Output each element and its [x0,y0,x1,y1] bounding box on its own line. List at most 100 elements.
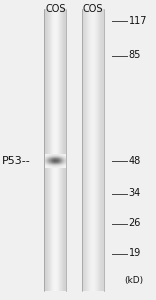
Bar [65,166,66,167]
Bar [60,161,61,162]
Bar [86,9,87,291]
Bar [52,166,53,167]
Bar [59,154,60,155]
Bar [64,160,65,161]
Bar [62,154,63,155]
Bar [48,164,49,165]
Bar [64,163,65,164]
Bar [57,154,58,155]
Bar [65,163,66,164]
Bar [54,155,55,156]
Bar [47,160,48,161]
Bar [57,162,58,163]
Bar [64,166,65,167]
Bar [87,9,88,291]
Bar [100,9,101,291]
Bar [63,160,64,161]
Bar [48,159,49,160]
Bar [46,159,47,160]
Bar [64,164,65,165]
Bar [94,9,95,291]
Bar [50,166,51,167]
Bar [54,160,55,161]
Bar [58,165,59,166]
Bar [65,162,66,163]
Bar [59,157,60,158]
Bar [46,160,47,161]
Bar [55,9,56,291]
Bar [56,154,57,155]
Bar [64,164,65,165]
Bar [48,161,49,162]
Bar [63,159,64,160]
Bar [103,9,104,291]
Bar [60,161,61,162]
Bar [50,163,51,164]
Bar [63,156,64,157]
Bar [62,155,63,156]
Bar [61,154,62,155]
Bar [57,157,58,158]
Bar [58,160,59,161]
Bar [46,163,47,164]
Bar [59,160,60,161]
Bar [61,165,62,166]
Bar [47,160,48,161]
Bar [82,9,83,291]
Bar [45,162,46,163]
Bar [56,166,57,167]
Bar [56,161,57,162]
Bar [58,156,59,157]
Bar [57,163,58,164]
Bar [56,163,57,164]
Bar [49,163,50,164]
Bar [62,161,63,162]
Bar [52,160,53,161]
Bar [51,159,52,160]
Bar [55,156,56,157]
Bar [51,155,52,156]
Bar [49,163,50,164]
Bar [49,154,50,155]
Bar [56,154,57,155]
Bar [55,154,56,155]
Bar [48,9,49,291]
Bar [56,161,57,162]
Bar [56,156,57,157]
Bar [47,164,48,165]
Bar [56,160,57,161]
Bar [63,164,64,165]
Bar [48,166,49,167]
Text: COS: COS [83,4,103,14]
Bar [65,157,66,158]
Bar [60,164,61,165]
Bar [49,160,50,161]
Bar [54,160,55,161]
Bar [46,160,47,161]
Bar [47,163,48,164]
Bar [64,160,65,161]
Text: P53--: P53-- [2,155,30,166]
Bar [63,158,64,159]
Bar [47,163,48,164]
Bar [64,163,65,164]
Bar [56,156,57,157]
Bar [60,157,61,158]
Bar [58,162,59,163]
Bar [59,9,60,291]
Bar [51,164,52,165]
Bar [48,158,49,159]
Bar [62,164,63,165]
Bar [62,161,63,162]
Bar [62,163,63,164]
Bar [49,156,50,157]
Bar [55,154,56,155]
Bar [60,160,61,161]
Bar [52,155,53,156]
Bar [62,158,63,159]
Bar [45,157,46,158]
Bar [54,9,55,291]
Bar [47,161,48,162]
Bar [63,160,64,161]
Bar [51,165,52,166]
